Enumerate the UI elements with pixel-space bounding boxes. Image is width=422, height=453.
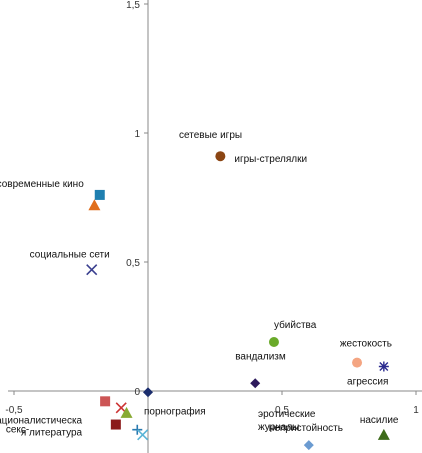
y-tick-label: 0,5: [126, 258, 140, 269]
point-label: игры-стрелялки: [234, 154, 307, 165]
x-tick-label: 1: [413, 405, 419, 416]
data-point: [250, 378, 261, 389]
chart-point-labels: игры-стрелялки современные кино социальные…: [0, 130, 399, 438]
data-point: [378, 361, 389, 372]
y-tick-label: 1: [134, 129, 140, 140]
data-point: [132, 424, 143, 435]
point-label: секс-: [6, 425, 29, 436]
x-tick-label: 0,5: [275, 405, 289, 416]
data-point: [100, 396, 111, 407]
data-point: [86, 264, 98, 276]
data-point: [110, 419, 121, 430]
chart-points: [86, 151, 390, 451]
data-point: [303, 440, 314, 451]
y-tick-label: 1,5: [126, 0, 140, 11]
data-point: [120, 406, 133, 418]
data-point: [137, 429, 149, 441]
y-tick-label: 0: [134, 387, 140, 398]
point-label: социальные сети: [30, 250, 110, 261]
data-point: [215, 151, 226, 162]
point-label: националистическая литература: [0, 415, 83, 438]
data-point: [268, 336, 279, 347]
point-label: порнография: [144, 405, 206, 417]
data-point: [377, 428, 390, 440]
point-label: агрессия: [347, 377, 388, 388]
data-point: [94, 189, 105, 200]
point-label: жестокость: [340, 338, 392, 349]
chart-ticks: -0,5 0,5 1 0 0,5 1 1,5: [5, 0, 419, 416]
point-label: вандализм: [235, 351, 286, 362]
point-label: современные кино: [0, 179, 84, 190]
chart-axes: [8, 0, 422, 453]
x-tick-label: -0,5: [5, 405, 23, 416]
point-label: убийства: [274, 319, 317, 331]
point-label: насилие: [360, 415, 399, 426]
point-label: эротические журналы: [258, 409, 316, 433]
data-point: [88, 199, 101, 211]
point-label: непристойность: [269, 423, 343, 434]
point-label: сетевые игры: [179, 130, 242, 141]
data-point: [352, 357, 363, 368]
data-point: [143, 387, 153, 398]
